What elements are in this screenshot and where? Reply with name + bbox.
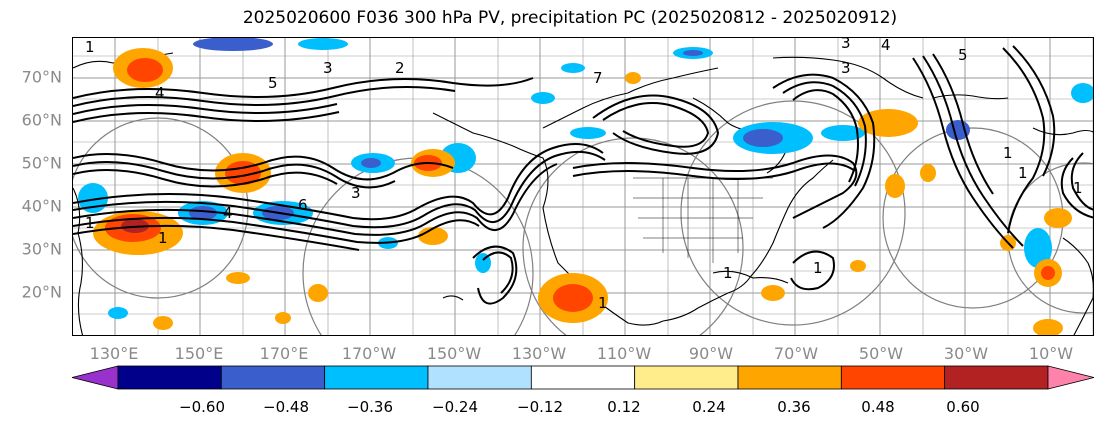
map-panel: 1 4 5 3 2 7 3 4 5 3 6 4 1 3 1 1 1 1 1 1 …: [72, 37, 1094, 336]
lon-label-90w: 90°W: [688, 344, 734, 363]
colorbar-tick: 0.12: [607, 398, 641, 416]
pv-contours: [73, 45, 1093, 305]
colorbar-tick: −0.60: [179, 398, 225, 416]
colorbar-cell: [840, 365, 946, 390]
colorbar-tick: −0.12: [517, 398, 563, 416]
contour-label: 1: [158, 229, 168, 247]
lon-label-170w: 170°W: [341, 344, 397, 363]
contour-label: 1: [1073, 179, 1083, 197]
lat-label-50n: 50°N: [21, 153, 62, 173]
colorbar-extend-low: [71, 365, 119, 390]
coastlines: [73, 52, 1093, 335]
colorbar-tick: −0.24: [432, 398, 478, 416]
precip-shading: [78, 38, 1093, 335]
map-canvas: 1 4 5 3 2 7 3 4 5 3 6 4 1 3 1 1 1 1 1 1 …: [73, 38, 1093, 335]
colorbar-cell: [117, 365, 222, 390]
contour-label: 5: [268, 74, 278, 92]
colorbar-cell: [324, 365, 429, 390]
lat-label-60n: 60°N: [21, 110, 62, 130]
contour-label: 1: [598, 294, 608, 312]
colorbar-tick: −0.36: [347, 398, 393, 416]
lon-label-130e: 130°E: [89, 344, 139, 363]
colorbar-tick: 0.24: [692, 398, 726, 416]
contour-label: 4: [881, 38, 891, 54]
contour-label: 1: [813, 259, 823, 277]
colorbar-tick: 0.60: [946, 398, 980, 416]
colorbar-cell: [530, 365, 636, 390]
lat-label-20n: 20°N: [21, 282, 62, 302]
contour-label: 1: [1018, 164, 1028, 182]
lon-label-50w: 50°W: [858, 344, 904, 363]
contour-label: 4: [223, 204, 233, 222]
contour-label: 1: [85, 214, 95, 232]
contour-label: 1: [85, 38, 95, 56]
colorbar: [71, 365, 1095, 390]
lon-label-30w: 30°W: [943, 344, 989, 363]
colorbar-cell: [220, 365, 326, 390]
colorbar-cell: [427, 365, 532, 390]
lon-label-10w: 10°W: [1028, 344, 1074, 363]
colorbar-cell: [634, 365, 739, 390]
colorbar-tick: 0.36: [777, 398, 811, 416]
lon-label-150e: 150°E: [174, 344, 224, 363]
contour-label: 3: [841, 59, 851, 77]
contour-label: 7: [593, 69, 603, 87]
colorbar-cell: [737, 365, 842, 390]
contour-label: 2: [395, 59, 405, 77]
lon-label-150w: 150°W: [426, 344, 482, 363]
contour-label: 1: [723, 264, 733, 282]
contour-labels: 1 4 5 3 2 7 3 4 5 3 6 4 1 3 1 1 1 1 1 1 …: [85, 38, 1083, 312]
contour-label: 4: [155, 84, 165, 102]
colorbar-extend-high: [1047, 365, 1095, 390]
contour-label: 1: [1003, 144, 1013, 162]
colorbar-cell: [944, 365, 1049, 390]
contour-label: 6: [298, 196, 308, 214]
colorbar-tick: 0.48: [861, 398, 895, 416]
lon-label-110w: 110°W: [596, 344, 652, 363]
contour-label: 3: [351, 184, 361, 202]
colorbar-tick: −0.48: [263, 398, 309, 416]
lat-label-30n: 30°N: [21, 239, 62, 259]
lat-label-70n: 70°N: [21, 67, 62, 87]
map-title: 2025020600 F036 300 hPa PV, precipitatio…: [242, 8, 898, 28]
contour-label: 5: [958, 46, 968, 64]
contour-label: 3: [323, 59, 333, 77]
lon-label-130w: 130°W: [511, 344, 567, 363]
lat-label-40n: 40°N: [21, 196, 62, 216]
lon-label-70w: 70°W: [773, 344, 819, 363]
lon-label-170e: 170°E: [259, 344, 309, 363]
contour-label: 3: [841, 38, 851, 52]
